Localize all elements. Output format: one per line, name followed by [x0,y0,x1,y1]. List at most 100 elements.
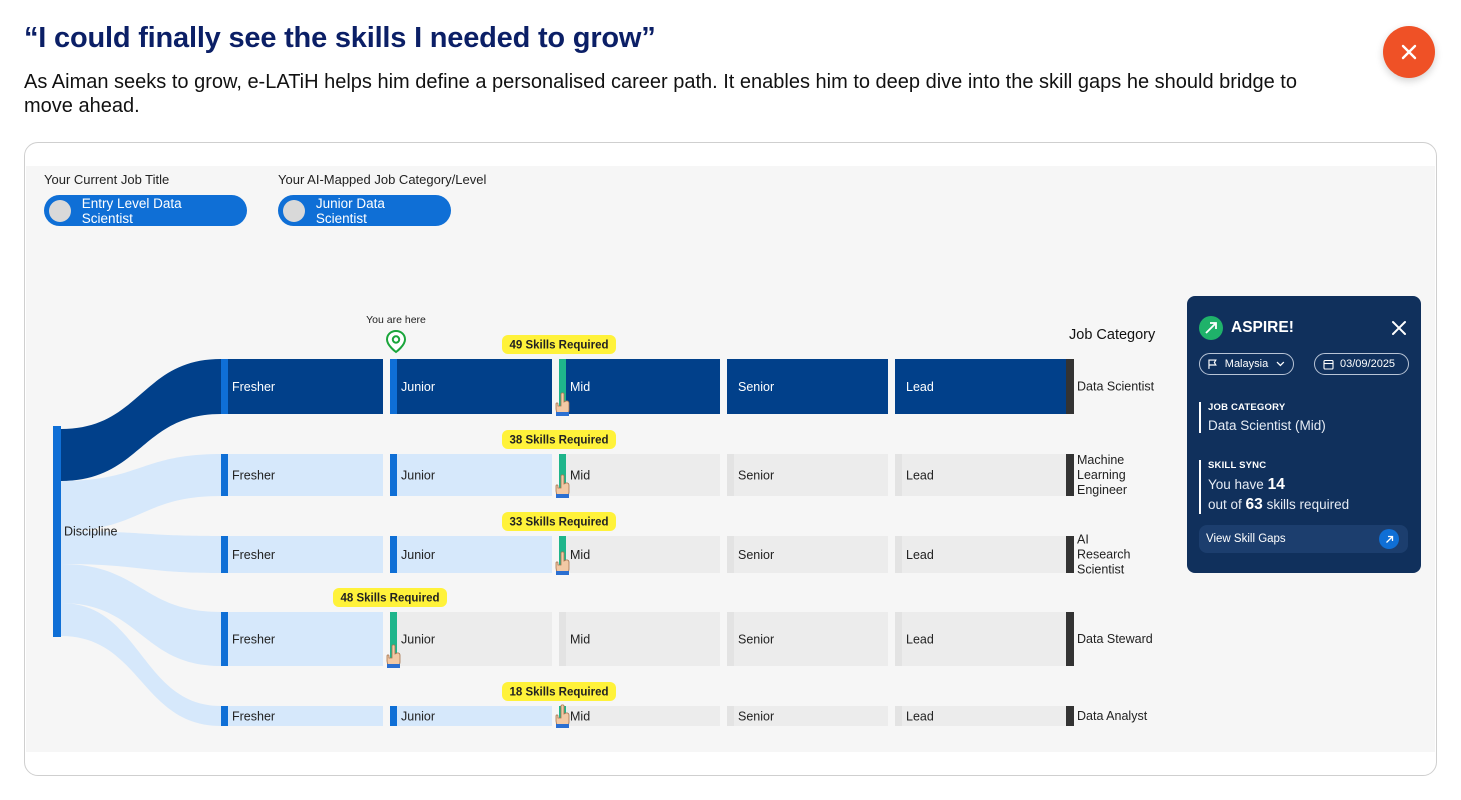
level-segment [221,706,383,726]
job-category-end-bar [1066,612,1074,666]
country-value: Malaysia [1224,358,1269,370]
close-icon[interactable] [1391,320,1407,336]
level-segment [559,612,720,666]
arrow-up-right-icon [1379,529,1399,549]
level-node-bar [727,454,734,496]
level-segment [895,536,1066,573]
close-button[interactable] [1383,26,1435,78]
level-segment [221,612,383,666]
hand-pointer-icon [386,644,401,668]
hand-pointer-icon [555,474,570,498]
level-label: Fresher [232,632,275,646]
level-node-bar [895,536,902,573]
level-label: Lead [906,468,934,482]
flag-icon [1208,359,1217,369]
level-node-bar [559,612,566,666]
level-label: Mid [570,468,590,482]
skill-sync-section: SKILL SYNC You have 14 out of 63 skills … [1199,460,1349,514]
level-node-bar [390,706,397,726]
level-segment [727,359,888,414]
job-category-section: JOB CATEGORY Data Scientist (Mid) [1199,402,1326,433]
level-segment [727,536,888,573]
level-label: Junior [401,709,435,723]
level-segment [390,359,552,414]
skills-badge [502,512,616,531]
level-node-bar [559,359,566,414]
level-label: Senior [738,468,774,482]
level-node-bar [895,612,902,666]
location-pin-icon [385,329,407,354]
skills-badge-label: 18 Skills Required [509,687,608,699]
job-category-label: Data Analyst [1077,709,1148,723]
hand-cuff [387,664,400,668]
level-label: Junior [401,548,435,562]
level-segment [221,454,383,496]
job-category-label: Data Steward [1077,632,1153,646]
level-node-bar [895,454,902,496]
job-category-end-bar [1066,359,1074,414]
page-title: “I could finally see the skills I needed… [24,22,656,54]
level-node-bar [727,612,734,666]
level-segment [390,536,552,573]
level-segment [895,359,1066,414]
view-skill-gaps-button[interactable]: View Skill Gaps [1199,525,1408,553]
skills-required-line: out of 63 skills required [1208,496,1349,514]
level-label: Lead [906,380,934,394]
pin-dot [391,335,401,344]
level-segment [559,359,720,414]
skills-badge [502,682,616,701]
skill-sync-heading: SKILL SYNC [1208,460,1267,471]
hand-cuff [556,412,569,416]
level-label: Lead [906,632,934,646]
level-label: Fresher [232,380,275,394]
calendar-icon [1323,359,1334,370]
job-category-value: Data Scientist (Mid) [1208,418,1326,433]
current-job-pill[interactable]: Entry Level Data Scientist [44,195,247,226]
level-label: Mid [570,548,590,562]
job-category-end-bar [1066,454,1074,496]
level-label: Fresher [232,548,275,562]
level-label: Senior [738,380,774,394]
job-category-header: Job Category [1069,327,1156,343]
level-node-bar [895,706,902,726]
job-category-end-bar [1066,706,1074,726]
mapped-job-pill[interactable]: Junior Data Scientist [278,195,451,226]
flow-ribbon [61,603,221,726]
level-segment [221,536,383,573]
mapped-job-label: Your AI-Mapped Job Category/Level [278,172,487,187]
skills-have-line: You have 14 [1208,476,1349,494]
date-select[interactable]: 03/09/2025 [1314,353,1409,375]
level-label: Fresher [232,468,275,482]
level-label: Junior [401,468,435,482]
skills-badge [502,430,616,449]
level-label: Junior [401,380,435,394]
skills-badge [333,588,447,607]
country-select[interactable]: Malaysia [1199,353,1294,375]
skills-badge-label: 49 Skills Required [509,340,608,352]
avatar [283,199,305,222]
close-icon [1401,44,1417,60]
chevron-down-icon [1276,361,1285,367]
level-label: Lead [906,548,934,562]
level-segment [727,612,888,666]
level-label: Junior [401,632,435,646]
view-skill-gaps-label: View Skill Gaps [1206,533,1286,545]
page-description: As Aiman seeks to grow, e-LATiH helps hi… [24,71,1297,117]
level-node-bar [390,359,397,414]
hand-pointer-icon [555,551,570,575]
level-label: Mid [570,632,590,646]
aspire-logo-icon [1199,316,1223,340]
level-label: Mid [570,709,590,723]
level-node-bar [727,536,734,573]
hand-cuff [556,724,569,728]
level-label: Senior [738,709,774,723]
date-value: 03/09/2025 [1340,358,1396,370]
level-node-bar [390,612,397,666]
skills-out-of-prefix: out of [1208,497,1242,512]
level-segment [221,359,383,414]
skills-required-count: 63 [1245,496,1263,513]
you-are-here-label: You are here [366,314,426,326]
discipline-node [53,426,61,637]
skills-have-count: 14 [1267,476,1285,493]
level-label: Senior [738,632,774,646]
